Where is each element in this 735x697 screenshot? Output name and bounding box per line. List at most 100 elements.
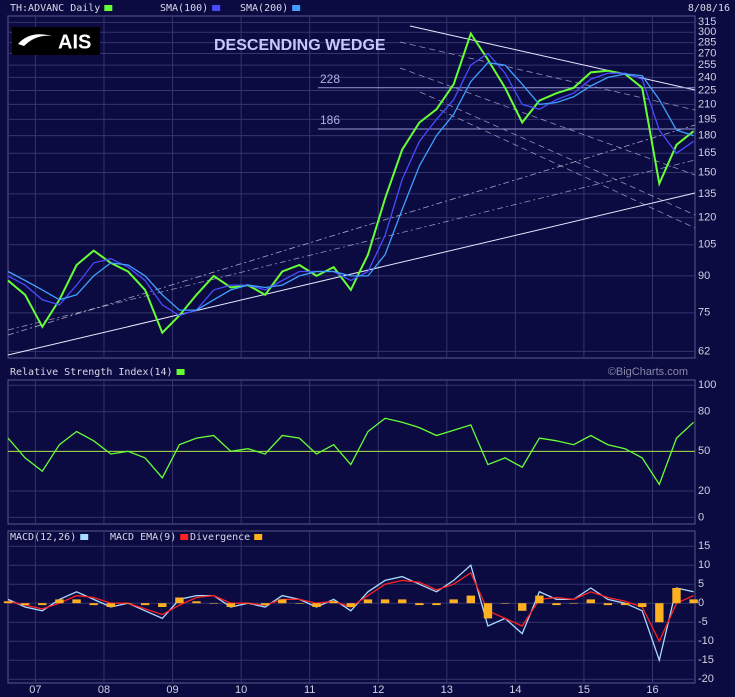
y-tick-label: 15	[698, 540, 710, 552]
series-line	[7, 62, 694, 311]
legend-swatch	[180, 534, 189, 540]
series-line	[7, 564, 694, 663]
date: 8/08/16	[688, 3, 730, 14]
logo-text: AIS	[58, 31, 91, 53]
y-tick-label: 285	[698, 36, 716, 48]
y-tick-label: 255	[698, 59, 716, 71]
x-tick-label: 12	[372, 684, 384, 696]
divergence-bar	[329, 601, 338, 604]
wedge-line	[419, 91, 696, 216]
divergence-bar	[638, 603, 647, 607]
divergence-bar	[655, 603, 664, 623]
divergence-bar	[552, 603, 561, 606]
legend-swatch	[104, 5, 113, 11]
series-line	[7, 31, 695, 335]
y-tick-label: 105	[698, 239, 716, 251]
y-tick-label: 10	[698, 559, 710, 571]
divergence-bar	[89, 603, 98, 606]
y-tick-label: 50	[698, 445, 710, 457]
divergence-bar	[38, 603, 47, 606]
legend-label: SMA(100)	[160, 3, 208, 14]
legend-label: SMA(200)	[240, 3, 288, 14]
legend-swatch	[254, 534, 263, 540]
y-tick-label: 150	[698, 166, 716, 178]
logo: AIS	[12, 27, 100, 55]
divergence-bar	[192, 601, 201, 604]
divergence-bar	[535, 595, 544, 604]
resistance-line	[409, 25, 696, 91]
divergence-bar	[260, 603, 270, 606]
divergence-bar	[689, 599, 698, 604]
divergence-bar	[209, 603, 218, 604]
divergence-bar	[500, 603, 510, 604]
divergence-bar	[466, 595, 475, 604]
x-tick-label: 11	[304, 684, 315, 696]
x-tick-label: 08	[98, 684, 110, 696]
y-tick-label: 5	[698, 578, 704, 590]
y-tick-label: 165	[698, 147, 716, 159]
y-tick-label: 225	[698, 84, 716, 96]
legend-swatch	[292, 5, 301, 11]
y-tick-label: 240	[698, 71, 716, 83]
x-tick-label: 14	[509, 684, 521, 696]
x-tick-label: 16	[646, 684, 658, 696]
divergence-bar	[449, 599, 458, 604]
trend-lines	[7, 25, 696, 356]
y-tick-label: 210	[698, 98, 716, 110]
divergence-bar	[106, 603, 116, 607]
divergence-bar	[72, 599, 81, 604]
series-line	[7, 417, 695, 486]
divergence-bar	[415, 603, 424, 606]
annotation: DESCENDING WEDGE	[214, 37, 386, 54]
y-tick-label: 120	[698, 212, 716, 224]
divergence-bar	[140, 603, 150, 606]
divergence-bar	[432, 603, 441, 606]
divergence-bar	[569, 603, 578, 604]
divergence-bar	[586, 599, 595, 604]
y-tick-label: 20	[698, 485, 710, 497]
y-tick-label: 75	[698, 307, 710, 319]
y-tick-label: 62	[698, 345, 710, 357]
divergence-bar	[158, 603, 167, 607]
x-tick-label: 10	[235, 684, 247, 696]
y-tick-label: -20	[698, 673, 714, 685]
y-tick-label: -5	[698, 616, 708, 628]
legend-label: MACD EMA(9)	[110, 532, 176, 543]
legend-label: MACD(12,26)	[10, 532, 76, 543]
x-tick-label: 07	[29, 684, 41, 696]
divergence-bar	[620, 603, 630, 606]
divergence-bar	[123, 603, 133, 604]
level-label: 228	[320, 72, 340, 86]
panel	[7, 15, 696, 359]
divergence-bar	[175, 597, 184, 604]
y-tick-label: -10	[698, 635, 714, 647]
x-tick-label: 13	[441, 684, 453, 696]
y-tick-label: 135	[698, 188, 716, 200]
divergence-bar	[380, 599, 390, 604]
divergence-bar	[3, 601, 13, 604]
y-tick-label: 90	[698, 270, 710, 282]
x-tick-label: 09	[166, 684, 178, 696]
divergence-bar	[483, 603, 493, 619]
y-tick-label: 0	[698, 597, 704, 609]
support-line	[7, 192, 696, 356]
divergence-bar	[243, 603, 253, 604]
legend-swatch	[212, 5, 221, 11]
divergence-bar	[20, 603, 30, 606]
divergence-bar	[312, 603, 321, 607]
divergence-bar	[672, 588, 681, 604]
logo-icon	[18, 34, 52, 46]
divergence-bar	[226, 603, 236, 607]
x-tick-label: 15	[578, 684, 590, 696]
channel-line	[7, 124, 696, 336]
wedge-line	[399, 41, 696, 111]
y-tick-label: -15	[698, 654, 714, 666]
divergence-bar	[363, 599, 373, 604]
channel-line	[7, 159, 696, 331]
legend-swatch	[80, 534, 89, 540]
legend-label: Divergence	[190, 532, 250, 543]
panel	[7, 379, 696, 525]
level-label: 186	[320, 113, 340, 127]
wedge-line	[439, 109, 696, 229]
